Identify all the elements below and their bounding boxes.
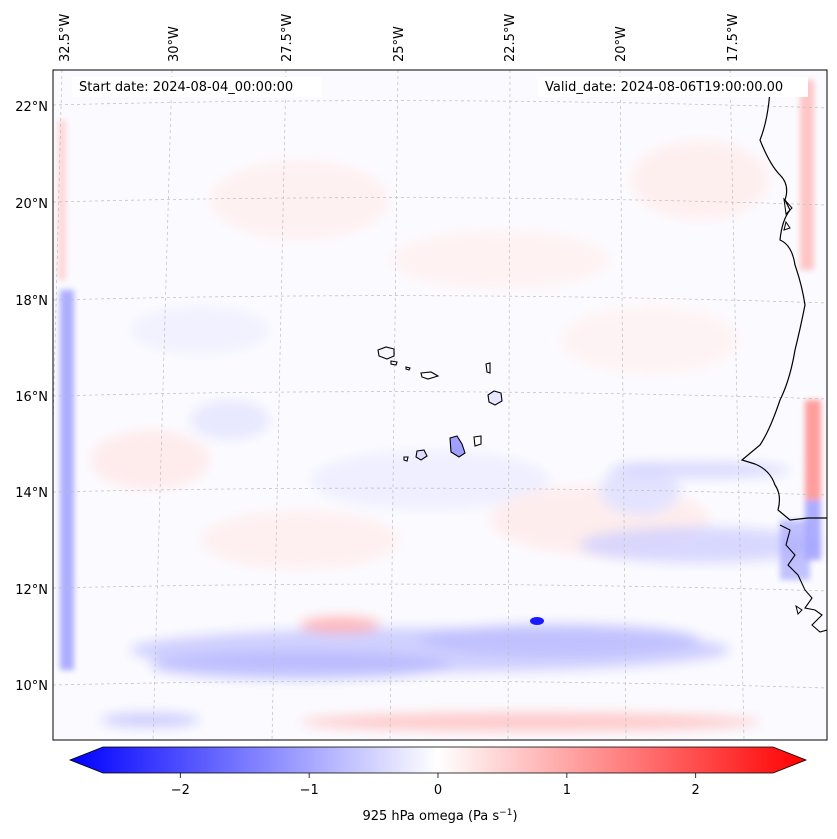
island-santo-antao bbox=[377, 346, 395, 360]
lat-grid-16 bbox=[53, 391, 827, 400]
island-sao-nicolau bbox=[420, 371, 440, 380]
lat-grid-10 bbox=[53, 680, 827, 689]
island-santiago bbox=[449, 435, 466, 458]
lon-grid-27.5 bbox=[271, 70, 287, 740]
island-santa-luzia bbox=[405, 366, 411, 371]
island-brava bbox=[403, 456, 409, 462]
colorbar-label: 925 hPa omega (Pa s−1) bbox=[362, 808, 517, 824]
colorbar-tick-label: −2 bbox=[171, 783, 190, 798]
start-date-label: Start date: 2024-08-04_00:00:00 bbox=[79, 80, 293, 95]
lat-label: 14°N bbox=[15, 486, 48, 501]
lon-grid-17.5 bbox=[729, 70, 745, 740]
lat-label: 12°N bbox=[15, 583, 48, 598]
lat-label: 18°N bbox=[15, 294, 48, 309]
lon-label: 32.5°W bbox=[58, 14, 73, 62]
coastline-west-africa bbox=[740, 89, 827, 521]
lat-grid-22 bbox=[53, 100, 827, 109]
colorbar: −2 −1 0 1 2 925 hPa omega (Pa s−1) bbox=[68, 746, 808, 824]
island-fogo bbox=[415, 449, 428, 461]
lon-grid-20 bbox=[619, 70, 627, 740]
colorbar-ticks: −2 −1 0 1 2 bbox=[171, 773, 700, 798]
lon-grid-25 bbox=[389, 70, 399, 740]
lon-label: 17.5°W bbox=[726, 14, 741, 62]
lon-grid-30 bbox=[152, 70, 173, 740]
coastal-islets bbox=[783, 197, 803, 615]
lat-grid-20 bbox=[53, 197, 827, 206]
lat-grid-12 bbox=[53, 583, 827, 592]
map-panel: Start date: 2024-08-04_00:00:00 Valid_da… bbox=[52, 69, 828, 741]
omega-field bbox=[53, 70, 827, 740]
lat-label: 10°N bbox=[15, 679, 48, 694]
lat-label: 20°N bbox=[15, 197, 48, 212]
island-sao-vicente bbox=[390, 360, 398, 366]
lon-label: 25°W bbox=[392, 26, 407, 62]
colorbar-tick-label: 2 bbox=[692, 783, 700, 798]
lat-label: 22°N bbox=[15, 100, 48, 115]
lon-label: 20°W bbox=[614, 26, 629, 62]
lat-grid-18 bbox=[53, 295, 827, 304]
island-sal bbox=[485, 362, 491, 374]
island-boa-vista bbox=[487, 390, 503, 406]
valid-date-label: Valid_date: 2024-08-06T19:00:00.00 bbox=[545, 80, 783, 95]
lon-label: 22.5°W bbox=[503, 14, 518, 62]
colorbar-tick-label: 0 bbox=[434, 783, 442, 798]
valid-date-box bbox=[538, 77, 808, 97]
colorbar-scale bbox=[68, 746, 808, 774]
omega-minimum-spot bbox=[530, 617, 544, 625]
colorbar-tick-label: −1 bbox=[300, 783, 319, 798]
map-frame bbox=[52, 69, 828, 741]
lat-grid-14 bbox=[53, 487, 827, 496]
lon-grid-22.5 bbox=[507, 70, 511, 740]
longitude-labels: 32.5°W 30°W 27.5°W 25°W 22.5°W 20°W 17.5… bbox=[58, 14, 741, 62]
lon-label: 30°W bbox=[167, 26, 182, 62]
start-date-box bbox=[72, 77, 322, 97]
coastline-guinea-bissau bbox=[779, 524, 827, 633]
colorbar-tick-label: 1 bbox=[563, 783, 571, 798]
graticule bbox=[53, 70, 827, 740]
cape-verde-islands bbox=[377, 346, 503, 462]
lat-label: 16°N bbox=[15, 390, 48, 405]
latitude-labels: 22°N 20°N 18°N 16°N 14°N 12°N 10°N bbox=[15, 100, 48, 694]
island-maio bbox=[473, 435, 482, 447]
lon-label: 27.5°W bbox=[280, 14, 295, 62]
